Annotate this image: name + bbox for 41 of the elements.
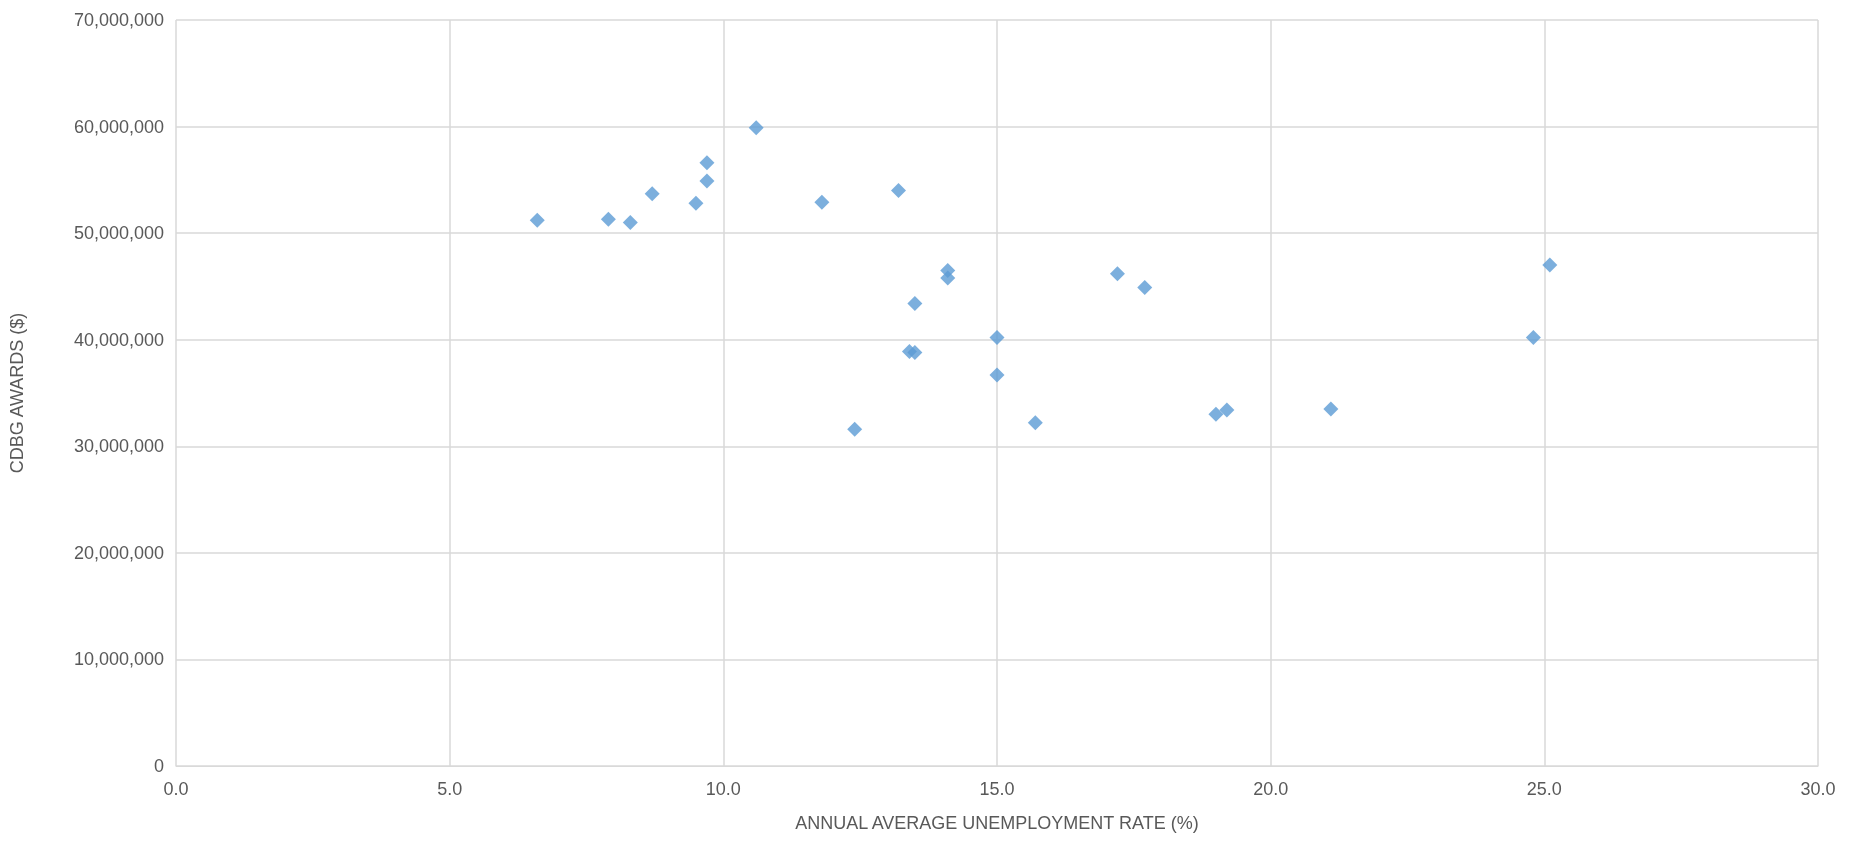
y-tick-label: 50,000,000 bbox=[73, 223, 164, 244]
x-tick-label: 20.0 bbox=[1253, 779, 1289, 799]
point bbox=[989, 367, 1005, 383]
point bbox=[989, 330, 1005, 346]
y-tick-label: 0 bbox=[153, 756, 164, 776]
point bbox=[1323, 401, 1339, 417]
point bbox=[622, 214, 638, 230]
point bbox=[600, 211, 616, 227]
x-tick-label: 15.0 bbox=[979, 779, 1015, 799]
point bbox=[814, 194, 830, 210]
point bbox=[940, 270, 956, 286]
y-axis-title: CDBG AWARDS ($) bbox=[7, 312, 27, 474]
point bbox=[529, 212, 545, 228]
y-tick-label: 30,000,000 bbox=[73, 436, 164, 457]
point bbox=[644, 186, 660, 202]
point bbox=[1027, 415, 1043, 431]
point bbox=[1109, 266, 1125, 282]
point bbox=[1208, 406, 1224, 422]
point bbox=[699, 173, 715, 189]
point bbox=[1137, 279, 1153, 295]
x-tick-label: 10.0 bbox=[705, 779, 741, 799]
point bbox=[1542, 257, 1558, 273]
x-tick-label: 5.0 bbox=[437, 779, 463, 799]
point bbox=[847, 421, 863, 437]
y-tick-label: 40,000,000 bbox=[73, 329, 164, 350]
y-tick-label: 70,000,000 bbox=[73, 10, 164, 30]
x-tick-label: 30.0 bbox=[1800, 779, 1836, 799]
y-tick-label: 20,000,000 bbox=[73, 542, 164, 563]
point bbox=[688, 195, 704, 211]
point bbox=[890, 183, 906, 199]
x-tick-label: 0.0 bbox=[163, 779, 189, 799]
point bbox=[699, 155, 715, 171]
point bbox=[1525, 330, 1541, 346]
y-tick-label: 10,000,000 bbox=[73, 649, 164, 670]
x-axis-title: ANNUAL AVERAGE UNEMPLOYMENT RATE (%) bbox=[795, 813, 1199, 833]
point bbox=[907, 345, 923, 360]
point bbox=[1219, 402, 1235, 418]
y-tick-label: 60,000,000 bbox=[73, 116, 164, 137]
point bbox=[907, 295, 923, 311]
point bbox=[748, 120, 764, 136]
x-tick-label: 25.0 bbox=[1526, 779, 1562, 799]
